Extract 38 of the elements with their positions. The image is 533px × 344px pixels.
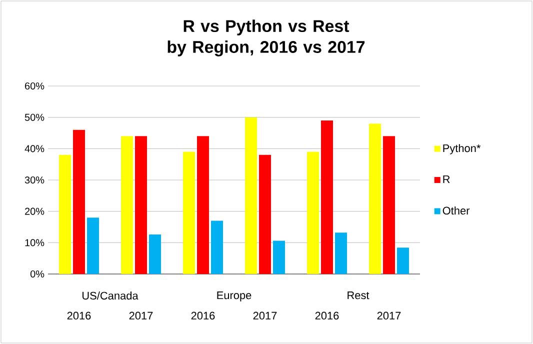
bar: [321, 120, 333, 274]
x-tick-label: 2016: [67, 312, 91, 320]
y-tick-label: 30%: [24, 176, 44, 184]
text: Europe: [217, 292, 252, 302]
chart-title: R vs Python vs Rest by Region, 2016 vs 2017: [168, 20, 365, 56]
bar: [245, 117, 258, 274]
bar: [197, 136, 209, 274]
text: US/Canada: [82, 292, 138, 300]
x-tick-label: 2017: [377, 312, 401, 320]
bar: [307, 152, 320, 274]
bar: [183, 152, 196, 274]
text: Rest: [348, 292, 370, 300]
legend-label: R: [443, 175, 450, 184]
x-tick-label: 2017: [129, 312, 153, 320]
y-tick-label: 0%: [30, 270, 44, 278]
bar: [59, 154, 72, 274]
bar: [383, 136, 395, 274]
y-tick-label: 40%: [24, 145, 44, 152]
x-tick-label: 2017: [253, 312, 277, 320]
legend-label: Other: [442, 206, 470, 215]
y-tick-label: 50%: [24, 114, 44, 121]
bar: [73, 130, 85, 274]
bar: [259, 154, 271, 274]
y-tick-label: 20%: [25, 208, 44, 215]
y-tick-label: 60%: [25, 82, 44, 90]
legend-label: Python*: [443, 144, 481, 154]
x-tick-label: 2016: [191, 312, 215, 320]
bar: [396, 248, 409, 274]
bar: [135, 136, 147, 274]
bar: [121, 136, 134, 274]
x-tick-label: 2016: [315, 312, 339, 320]
bar: [334, 232, 347, 274]
bar: [210, 220, 223, 274]
bar: [86, 218, 99, 274]
bar: [369, 124, 382, 274]
y-tick-label: 10%: [25, 239, 44, 246]
bar: [272, 240, 285, 274]
bar: [148, 234, 161, 274]
